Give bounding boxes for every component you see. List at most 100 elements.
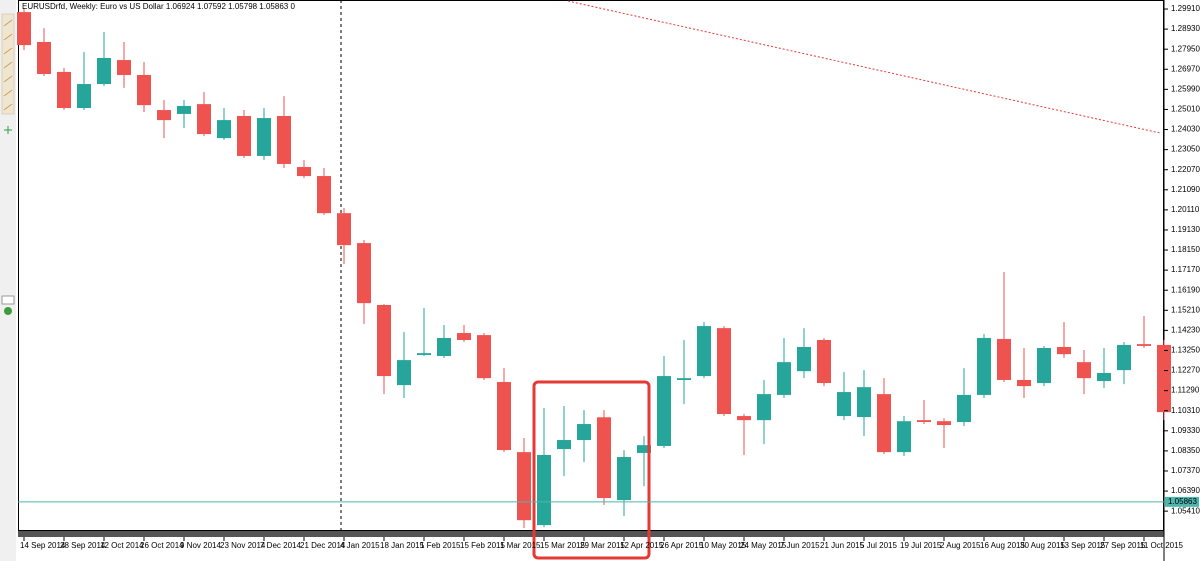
candle-body bbox=[1097, 373, 1111, 382]
x-tick-label: 28 Sep 2014 bbox=[60, 541, 106, 550]
candle-body bbox=[77, 84, 91, 109]
y-tick-label: 1.18150 bbox=[1171, 245, 1200, 254]
candle-body bbox=[17, 12, 31, 46]
candle-body bbox=[757, 394, 771, 421]
candle-body bbox=[997, 338, 1011, 380]
y-tick-label: 1.15210 bbox=[1171, 305, 1200, 314]
x-tick-label: 4 Jan 2015 bbox=[340, 541, 380, 550]
x-tick-label: 5 Jul 2015 bbox=[860, 541, 897, 550]
candle-body bbox=[357, 243, 371, 304]
y-tick-label: 1.28930 bbox=[1171, 24, 1200, 33]
candle-body bbox=[337, 213, 351, 246]
x-tick-label: 7 Jun 2015 bbox=[780, 541, 820, 550]
y-tick-label: 1.23050 bbox=[1171, 145, 1200, 154]
y-tick-label: 1.20110 bbox=[1171, 205, 1200, 214]
candle-body bbox=[617, 457, 631, 501]
candle-body bbox=[217, 120, 231, 139]
y-tick-label: 1.17170 bbox=[1171, 265, 1200, 274]
y-tick-label: 1.25990 bbox=[1171, 84, 1200, 93]
y-tick-label: 1.06390 bbox=[1171, 486, 1200, 495]
candle-body bbox=[57, 71, 71, 109]
y-tick-label: 1.24030 bbox=[1171, 125, 1200, 134]
candle-body bbox=[37, 42, 51, 74]
x-tick-label: 26 Apr 2015 bbox=[660, 541, 704, 550]
candle-body bbox=[637, 445, 651, 453]
candle-body bbox=[1037, 348, 1051, 384]
candle-body bbox=[577, 424, 591, 441]
candle-body bbox=[477, 335, 491, 379]
x-tick-label: 7 Dec 2014 bbox=[260, 541, 301, 550]
price-label-box bbox=[1165, 496, 1199, 507]
candle-body bbox=[377, 304, 391, 377]
candle-body bbox=[97, 58, 111, 85]
x-tick-label: 19 Jul 2015 bbox=[900, 541, 942, 550]
candle-body bbox=[677, 378, 691, 380]
candle-body bbox=[517, 452, 531, 521]
candle-body bbox=[817, 340, 831, 384]
x-tick-label: 21 Jun 2015 bbox=[820, 541, 865, 550]
candle-body bbox=[1137, 344, 1151, 346]
candle-body bbox=[457, 333, 471, 341]
y-tick-label: 1.16190 bbox=[1171, 285, 1200, 294]
y-tick-label: 1.25010 bbox=[1171, 105, 1200, 114]
candle-body bbox=[797, 346, 811, 372]
candle-body bbox=[1017, 379, 1031, 387]
candle-body bbox=[697, 326, 711, 377]
candle-body bbox=[497, 382, 511, 451]
x-tick-label: 12 Apr 2015 bbox=[620, 541, 664, 550]
x-tick-label: 10 May 2015 bbox=[700, 541, 747, 550]
y-tick-label: 1.07370 bbox=[1171, 466, 1200, 475]
x-tick-label: 9 Nov 2014 bbox=[180, 541, 221, 550]
candle-body bbox=[777, 362, 791, 395]
candle-body bbox=[917, 420, 931, 422]
candle-body bbox=[557, 440, 571, 450]
candle-body bbox=[937, 421, 951, 426]
x-tick-label: 13 Sep 2015 bbox=[1060, 541, 1106, 550]
y-tick-label: 1.19130 bbox=[1171, 225, 1200, 234]
x-tick-label: 15 Mar 2015 bbox=[540, 541, 585, 550]
x-tick-label: 27 Sep 2015 bbox=[1100, 541, 1146, 550]
candle-body bbox=[137, 75, 151, 106]
x-tick-label: 12 Oct 2014 bbox=[100, 541, 144, 550]
x-tick-label: 30 Aug 2015 bbox=[1020, 541, 1065, 550]
y-tick-label: 1.27950 bbox=[1171, 44, 1200, 53]
y-tick-label: 1.14230 bbox=[1171, 325, 1200, 334]
x-tick-label: 29 Mar 2015 bbox=[580, 541, 625, 550]
x-tick-label: 16 Aug 2015 bbox=[980, 541, 1025, 550]
trend-line bbox=[567, 0, 1161, 134]
candle-body bbox=[977, 337, 991, 395]
candle-body bbox=[117, 60, 131, 76]
highlight-box bbox=[532, 380, 651, 560]
candle-body bbox=[257, 118, 271, 156]
candles bbox=[17, 7, 1171, 529]
candle-body bbox=[897, 421, 911, 453]
y-tick-label: 1.29910 bbox=[1171, 4, 1200, 13]
x-tick-label: 21 Dec 2014 bbox=[300, 541, 346, 550]
separator bbox=[18, 531, 1164, 537]
x-tick-label: 1 Feb 2015 bbox=[420, 541, 461, 550]
candle-body bbox=[317, 176, 331, 214]
toolbar-icon bbox=[4, 307, 12, 315]
x-tick-label: 2 Aug 2015 bbox=[940, 541, 981, 550]
candle-body bbox=[1157, 344, 1171, 413]
y-tick-label: 1.10310 bbox=[1171, 406, 1200, 415]
candle-body bbox=[597, 417, 611, 499]
candle-body bbox=[297, 167, 311, 177]
x-tick-label: 1 Mar 2015 bbox=[500, 541, 541, 550]
candle-body bbox=[1057, 346, 1071, 355]
y-tick-label: 1.09330 bbox=[1171, 426, 1200, 435]
y-tick-label: 1.12270 bbox=[1171, 366, 1200, 375]
candle-body bbox=[737, 416, 751, 421]
candle-body bbox=[877, 394, 891, 453]
x-tick-label: 14 Sep 2014 bbox=[20, 541, 66, 550]
candle-body bbox=[437, 337, 451, 356]
y-tick-label: 1.13250 bbox=[1171, 346, 1200, 355]
x-tick-label: 11 Oct 2015 bbox=[1140, 541, 1184, 550]
x-tick-label: 18 Jan 2015 bbox=[380, 541, 425, 550]
candle-body bbox=[857, 387, 871, 418]
chart-title: EURUSDrfd, Weekly: Euro vs US Dollar 1.0… bbox=[22, 2, 295, 11]
candle-body bbox=[197, 104, 211, 135]
candle-body bbox=[837, 392, 851, 417]
toolbar-icon bbox=[1, 295, 15, 305]
toolbar-icons bbox=[1, 13, 15, 115]
